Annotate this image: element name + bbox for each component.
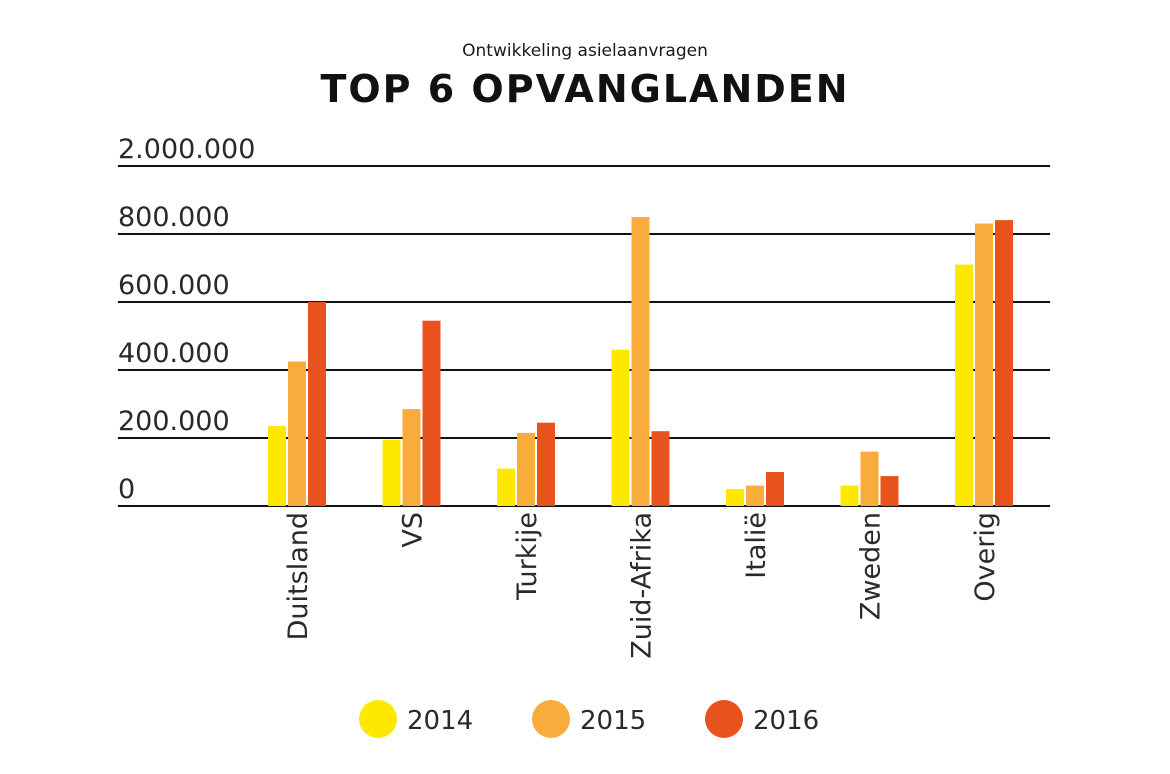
y-tick-label: 600.000 [118,270,230,301]
legend-label: 2015 [580,706,646,736]
gridlines [118,165,1050,507]
x-tick-label: Italië [741,512,772,579]
legend-swatch [705,700,743,738]
bar-2014-Zuid-Afrika [611,349,630,506]
bar-2016-Zweden [880,476,899,506]
legend: 2014 2015 2016 [359,700,819,738]
y-tick-label: 2.000.000 [118,134,255,165]
bar-2015-Overig [975,223,993,506]
x-tick-label: Zuid-Afrika [627,512,658,659]
bar-2014-Zweden [840,485,859,506]
x-tick-label: Overig [970,512,1001,602]
y-tick-label: 200.000 [118,406,230,437]
bar-2014-Turkije [497,468,515,506]
y-tick-label: 400.000 [118,338,230,369]
bar-2016-Turkije [537,422,555,506]
bar-2015-Turkije [517,432,535,506]
bar-2015-VS [402,409,421,506]
bars [268,217,1013,506]
bar-2014-Italië [726,489,744,506]
legend-label: 2014 [407,706,473,736]
chart-title: TOP 6 OPVANGLANDEN [320,67,849,111]
bar-2014-Duitsland [268,426,286,506]
x-tick-label: VS [398,512,429,548]
bar-2016-VS [422,320,441,506]
chart-subtitle: Ontwikkeling asielaanvragen [462,41,708,61]
bar-2014-VS [382,439,401,506]
bar-2015-Zuid-Afrika [631,217,650,506]
x-tick-label: Duitsland [283,512,314,640]
x-axis-ticks: Duitsland VS Turkije Zuid-Afrika Italië Zwede… [283,512,1001,659]
y-tick-label: 0 [118,474,135,505]
bar-2015-Zweden [860,451,879,506]
legend-swatch [359,700,397,738]
bar-2016-Overig [995,220,1013,506]
x-tick-label: Turkije [512,512,543,601]
legend-label: 2016 [753,706,819,736]
y-tick-label: 800.000 [118,202,230,233]
bar-2016-Duitsland [308,302,326,506]
x-tick-label: Zweden [856,512,887,620]
bar-2015-Italië [746,485,764,506]
bar-2016-Italië [766,472,784,506]
legend-swatch [532,700,570,738]
bar-2014-Overig [955,264,973,506]
bar-2016-Zuid-Afrika [651,431,670,506]
y-axis-ticks: 0 200.000 400.000 600.000 800.000 2.000.000 [118,134,255,505]
bar-2015-Duitsland [288,361,306,506]
